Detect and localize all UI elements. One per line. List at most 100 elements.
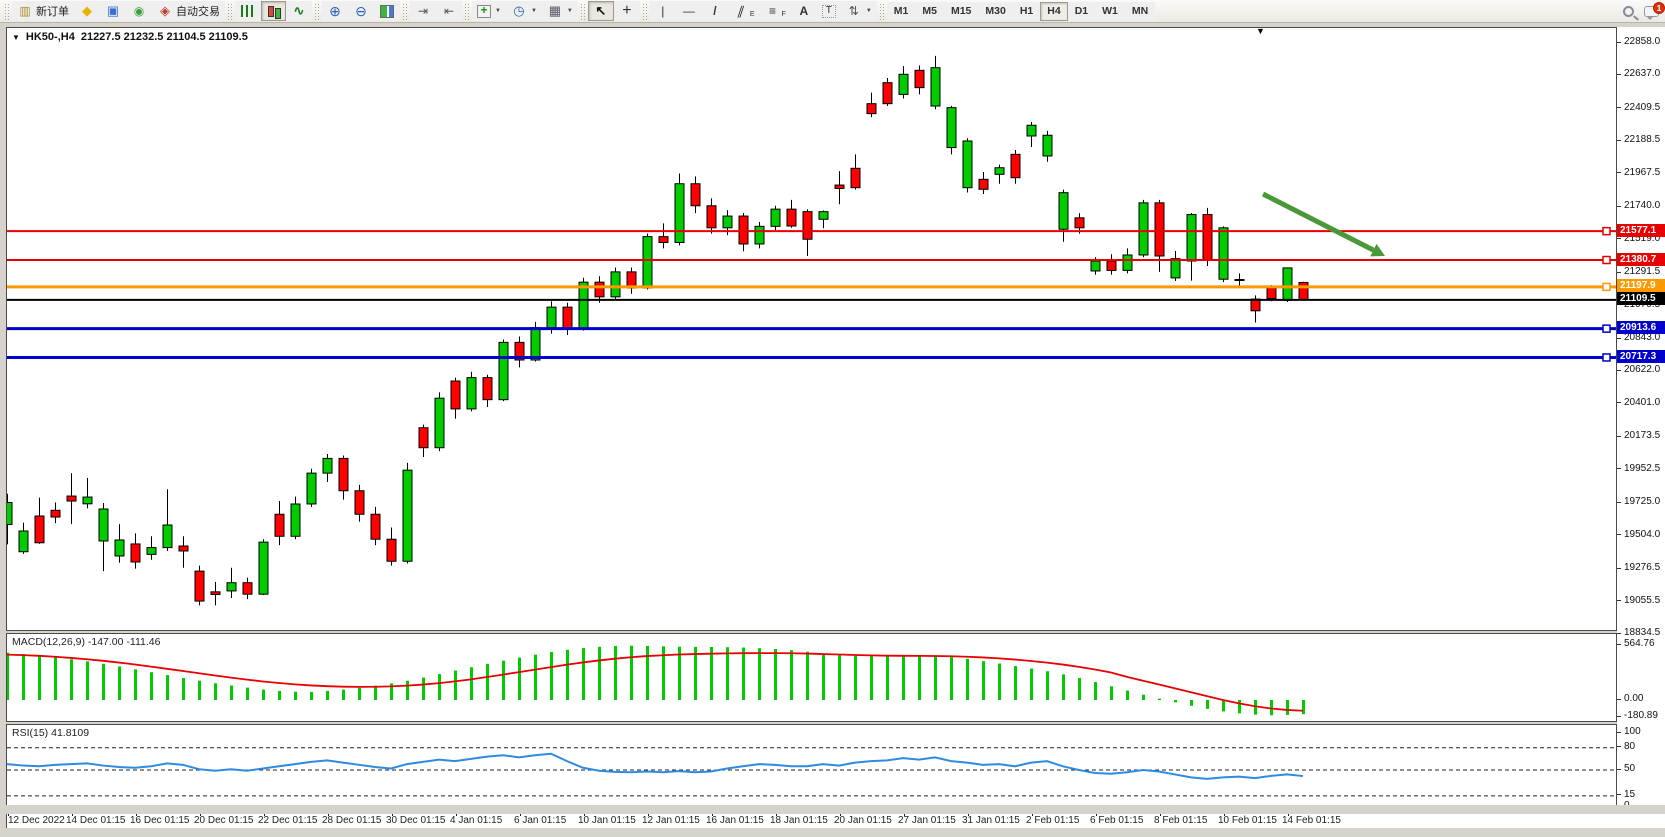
text-icon — [796, 3, 812, 19]
date-label: 18 Jan 01:15 — [770, 815, 828, 826]
profile-button[interactable] — [100, 1, 126, 21]
price-line-badge: 20717.3 — [1617, 349, 1665, 363]
date-label: 30 Dec 01:15 — [386, 815, 446, 826]
triangle-down-icon: ▼ — [12, 33, 20, 42]
price-tick-label: 19725.0 — [1624, 496, 1661, 508]
new-chart-button[interactable]: ▼ — [472, 1, 506, 21]
zoom-in-button[interactable] — [322, 1, 348, 21]
time-tick — [8, 812, 9, 816]
auto-trading-button[interactable]: 自动交易 — [152, 1, 225, 21]
timeframe-MN[interactable]: MN — [1124, 1, 1156, 21]
fibonacci-icon — [765, 3, 781, 19]
date-label: 14 Dec 01:15 — [66, 815, 126, 826]
time-tick — [1288, 812, 1289, 816]
date-label: 16 Jan 01:15 — [706, 815, 764, 826]
text-button[interactable] — [790, 1, 817, 21]
timeframe-M1[interactable]: M1 — [886, 1, 916, 21]
toolbar-grip[interactable] — [402, 2, 408, 20]
price-tick — [1617, 699, 1621, 700]
timeframe-M15[interactable]: M15 — [943, 1, 979, 21]
price-tick-label: 22188.5 — [1624, 134, 1661, 146]
toolbar-grip[interactable] — [314, 2, 320, 20]
time-axis[interactable]: 12 Dec 2022 14 Dec 01:15 16 Dec 01:15 20 De… — [6, 812, 1665, 828]
time-tick — [72, 812, 73, 816]
candlestick-chart-button[interactable] — [261, 1, 286, 21]
timeframe-M5[interactable]: M5 — [915, 1, 944, 21]
zoom-out-icon — [353, 3, 369, 19]
notification-badge: 1 — [1653, 2, 1665, 14]
objects-group: ▼ ▼ ▼ — [462, 0, 578, 23]
channel-button[interactable]: E — [727, 1, 760, 21]
auto-scroll-button[interactable] — [410, 1, 436, 21]
price-line-badge: 20913.6 — [1617, 321, 1665, 335]
date-label: 12 Dec 2022 — [8, 815, 65, 826]
crosshair-icon — [619, 3, 635, 19]
timeframe-H4[interactable]: H4 — [1040, 1, 1068, 21]
toolbar-grip[interactable] — [464, 2, 470, 20]
vertical-line-button[interactable] — [649, 1, 676, 21]
template-icon — [547, 3, 563, 19]
toolbar-grip[interactable] — [579, 2, 586, 20]
price-pane[interactable]: ▼ HK50-,H4 21227.5 21232.5 21104.5 21109… — [6, 26, 1617, 631]
trade-group: 新订单 自动交易 — [2, 0, 225, 23]
chat-icon[interactable]: 1 — [1644, 2, 1665, 20]
date-label: 10 Jan 01:15 — [578, 815, 636, 826]
macd-pane[interactable]: MACD(12,26,9) -147.00 -111.46 — [6, 633, 1617, 722]
toolbar-right: 1 — [1623, 0, 1665, 23]
price-tick-label: 20622.0 — [1624, 364, 1661, 376]
time-tick — [840, 812, 841, 816]
horizontal-line-button[interactable] — [675, 1, 702, 21]
tile-windows-button[interactable] — [374, 1, 400, 21]
time-tick — [968, 812, 969, 816]
timeframe-W1[interactable]: W1 — [1095, 1, 1125, 21]
toolbar-grip[interactable] — [878, 2, 885, 20]
symbol-period-label: HK50-,H4 — [25, 31, 75, 43]
price-tick — [1617, 402, 1621, 403]
cursor-button[interactable] — [587, 1, 614, 21]
price-tick-label: 22637.0 — [1624, 68, 1661, 80]
signal-button[interactable] — [126, 1, 152, 21]
market-watch-button[interactable] — [74, 1, 100, 21]
horizontal-line-icon — [681, 3, 697, 19]
status-strip — [0, 805, 1665, 814]
rsi-scale-label: 80 — [1624, 740, 1636, 752]
toolbar-grip[interactable] — [641, 2, 648, 20]
chart-frame: ▼ HK50-,H4 21227.5 21232.5 21104.5 21109… — [0, 23, 1665, 837]
auto-scroll-icon — [415, 3, 431, 19]
price-line-badge: 21380.7 — [1617, 252, 1665, 266]
chevron-down-icon: ▼ — [495, 8, 501, 14]
date-label: 27 Jan 01:15 — [898, 815, 956, 826]
arrow-objects-button[interactable]: ▼ — [840, 1, 877, 21]
crosshair-button[interactable] — [613, 1, 640, 21]
timeframe-H1[interactable]: H1 — [1012, 1, 1041, 21]
rsi-pane[interactable]: RSI(15) 41.8109 — [6, 724, 1617, 812]
price-tick-label: 18834.5 — [1624, 627, 1661, 639]
chart-title: ▼ HK50-,H4 21227.5 21232.5 21104.5 21109… — [12, 31, 248, 43]
bar-chart-button[interactable] — [235, 1, 261, 21]
template-button[interactable]: ▼ — [541, 1, 578, 21]
fibonacci-button[interactable]: F — [759, 1, 791, 21]
candlestick-chart — [7, 55, 1616, 606]
new-order-icon — [17, 3, 33, 19]
price-axis[interactable]: 22858.0 22637.0 22409.5 22188.5 21967.5 21740… — [1617, 27, 1665, 812]
zoom-out-button[interactable] — [348, 1, 374, 21]
timeframe-M30[interactable]: M30 — [978, 1, 1013, 21]
new-order-button[interactable]: 新订单 — [12, 1, 74, 21]
time-tick — [456, 812, 457, 816]
text-label-button[interactable] — [816, 1, 841, 21]
price-tick-label: 19276.5 — [1624, 562, 1661, 574]
price-tick-label: 21291.5 — [1624, 266, 1661, 278]
period-button[interactable]: ▼ — [505, 1, 542, 21]
line-chart-button[interactable] — [286, 1, 312, 21]
chart-shift-button[interactable] — [436, 1, 462, 21]
price-tick — [1617, 502, 1621, 503]
timeframe-D1[interactable]: D1 — [1067, 1, 1096, 21]
date-label: 16 Dec 01:15 — [130, 815, 190, 826]
trendline-button[interactable] — [701, 1, 728, 21]
new-chart-icon — [477, 4, 491, 18]
toolbar-grip[interactable] — [4, 2, 10, 20]
price-tick — [1617, 206, 1621, 207]
line-chart-icon — [291, 3, 307, 19]
search-icon[interactable] — [1623, 6, 1634, 17]
toolbar-grip[interactable] — [227, 2, 233, 20]
